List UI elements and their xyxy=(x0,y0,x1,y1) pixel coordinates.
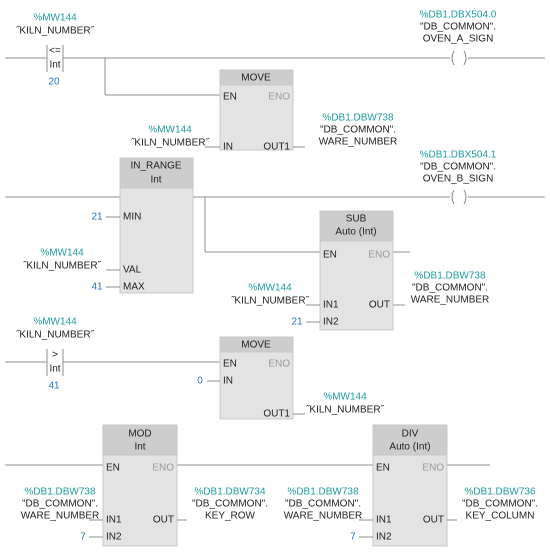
operand: ˝KILN_NUMBER˝ xyxy=(16,329,94,341)
operand-tag: KEY_COLUMN xyxy=(466,511,535,522)
pin: IN2 xyxy=(323,317,339,328)
coil xyxy=(451,50,455,66)
operand-tag: OVEN_B_SIGN xyxy=(423,174,494,185)
pin: OUT xyxy=(423,515,444,526)
address: %DB1.DBX504.0 xyxy=(420,10,497,21)
coil xyxy=(451,189,455,205)
operator: > xyxy=(52,350,58,361)
box-subtitle: Auto (Int) xyxy=(389,442,430,453)
box-title: DIV xyxy=(402,429,419,440)
pin: IN xyxy=(223,142,233,153)
box-title: MOVE xyxy=(241,73,271,84)
box-subtitle: Int xyxy=(150,175,161,186)
operand-db: "DB_COMMON". xyxy=(420,22,496,33)
operand-tag: WARE_NUMBER xyxy=(21,511,100,522)
operand-tag: KEY_ROW xyxy=(205,511,256,522)
compare-value: 20 xyxy=(48,77,60,88)
operand-db: "DB_COMMON". xyxy=(462,499,538,510)
pin: MIN xyxy=(123,212,141,223)
operand: ˝KILN_NUMBER˝ xyxy=(231,295,309,307)
address: %DB1.DBW738 xyxy=(287,487,359,498)
address: %DB1.DBW736 xyxy=(464,487,536,498)
box-subtitle: Auto (Int) xyxy=(335,227,376,238)
pin: IN2 xyxy=(106,532,122,543)
box-header xyxy=(372,424,448,456)
box-header xyxy=(102,424,178,456)
operand-type: Int xyxy=(49,60,60,71)
address: %DB1.DBW738 xyxy=(24,487,96,498)
pin: MAX xyxy=(123,282,145,293)
pin: ENO xyxy=(268,92,290,103)
address: %DB1.DBW734 xyxy=(194,487,266,498)
operand-db: "DB_COMMON". xyxy=(22,499,98,510)
pin: OUT xyxy=(153,515,174,526)
address: %MW144 xyxy=(323,392,367,403)
pin: IN1 xyxy=(376,515,392,526)
box-header xyxy=(119,157,194,189)
address: %MW144 xyxy=(248,283,292,294)
operand: ˝KILN_NUMBER˝ xyxy=(131,137,209,149)
operand-tag: WARE_NUMBER xyxy=(319,137,398,148)
coil xyxy=(463,50,467,66)
operand-db: "DB_COMMON". xyxy=(192,499,268,510)
address: %DB1.DBW738 xyxy=(322,113,394,124)
operand-tag: OVEN_A_SIGN xyxy=(423,34,494,45)
coil xyxy=(463,189,467,205)
pin: EN xyxy=(323,250,337,261)
box-title: IN_RANGE xyxy=(130,161,181,172)
pin: IN xyxy=(223,376,233,387)
pin: EN xyxy=(223,92,237,103)
box-title: MOD xyxy=(128,429,151,440)
address: %DB1.DBX504.1 xyxy=(420,150,497,161)
pin: OUT xyxy=(369,300,390,311)
input-value: 21 xyxy=(291,317,303,328)
pin: IN2 xyxy=(376,532,392,543)
pin: OUT1 xyxy=(263,409,290,420)
address: %MW144 xyxy=(33,317,77,328)
input-value: 0 xyxy=(197,376,203,387)
box-title: SUB xyxy=(346,214,367,225)
operand-db: "DB_COMMON". xyxy=(412,283,488,294)
operand: ˝KILN_NUMBER˝ xyxy=(16,25,94,37)
address: %MW144 xyxy=(40,248,84,259)
address: %MW144 xyxy=(33,13,77,24)
pin: VAL xyxy=(123,265,142,276)
pin: EN xyxy=(376,463,390,474)
pin: ENO xyxy=(368,250,390,261)
pin: ENO xyxy=(152,463,174,474)
compare-value: 41 xyxy=(48,381,60,392)
box-header xyxy=(219,336,294,353)
address: %DB1.DBW738 xyxy=(414,271,486,282)
pin: EN xyxy=(106,463,120,474)
operand-db: "DB_COMMON". xyxy=(420,162,496,173)
pin: EN xyxy=(223,359,237,370)
operand: ˝KILN_NUMBER˝ xyxy=(23,260,101,272)
pin: IN1 xyxy=(106,515,122,526)
pin: ENO xyxy=(422,463,444,474)
pin: OUT1 xyxy=(263,142,290,153)
operand-tag: WARE_NUMBER xyxy=(411,295,490,306)
box-header xyxy=(219,69,294,86)
address: %MW144 xyxy=(148,125,192,136)
input-value: 21 xyxy=(91,212,103,223)
operand-tag: WARE_NUMBER xyxy=(284,511,363,522)
operand-db: "DB_COMMON". xyxy=(320,125,396,136)
box-title: MOVE xyxy=(241,340,271,351)
operand-type: Int xyxy=(49,364,60,375)
operand: ˝KILN_NUMBER˝ xyxy=(306,404,384,416)
box-subtitle: Int xyxy=(134,442,145,453)
operator: <= xyxy=(49,46,61,57)
box-header xyxy=(319,210,394,242)
input-value: 41 xyxy=(91,282,103,293)
input-value: 7 xyxy=(350,532,356,543)
pin: IN1 xyxy=(323,300,339,311)
input-value: 7 xyxy=(80,532,86,543)
pin: ENO xyxy=(268,359,290,370)
operand-db: "DB_COMMON". xyxy=(285,499,361,510)
